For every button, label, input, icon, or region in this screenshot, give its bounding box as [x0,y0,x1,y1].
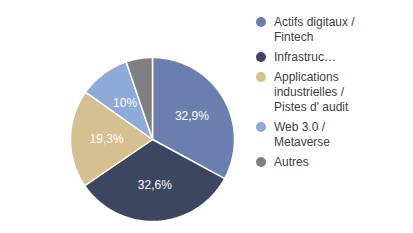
html-text:Web 3.0 / Metaverse: Web 3.0 / Metaverse [274,120,330,149]
svg-text:32,9%: 32,9% [175,109,209,123]
html-text:Infrastruc…: Infrastruc… [274,50,336,64]
svg-text:32,6%: 32,6% [138,178,172,192]
html-text:Applications industrielles / P: Applications industrielles / Pistes d' a… [274,70,349,114]
html-text:Actifs digitaux / Fintech: Actifs digitaux / Fintech [274,15,355,44]
html-text:Autres: Autres [274,155,309,169]
svg-text:10%: 10% [113,96,137,110]
svg-text:19,3%: 19,3% [90,132,124,146]
